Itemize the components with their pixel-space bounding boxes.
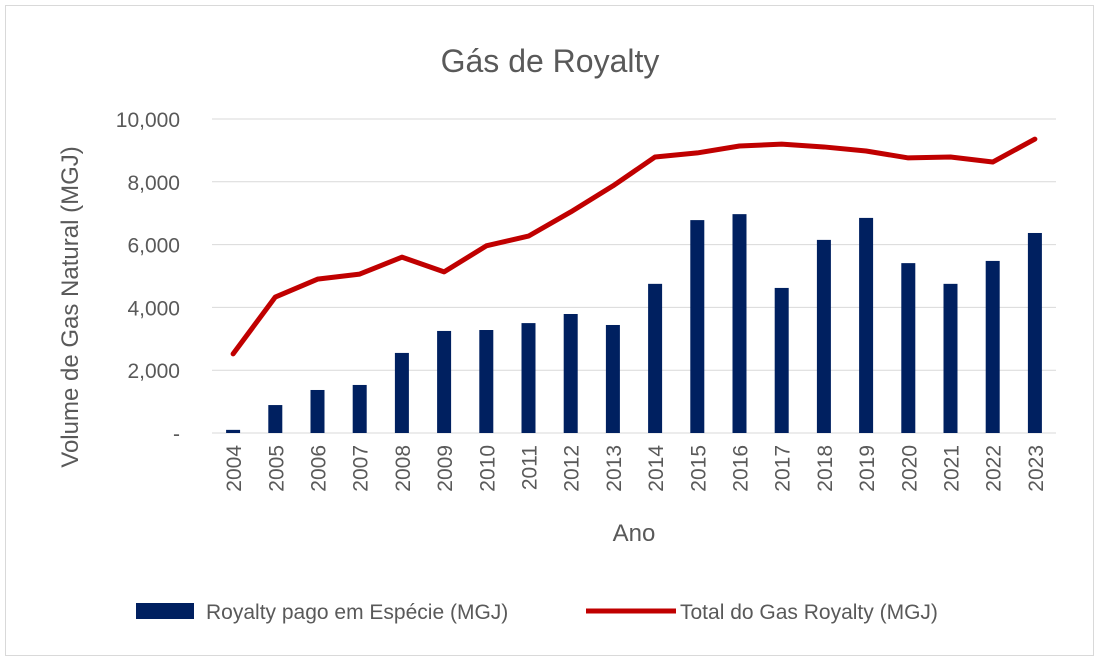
bar: [521, 323, 536, 433]
bar: [859, 217, 874, 433]
x-tick-label: 2010: [476, 445, 499, 492]
bar: [226, 429, 241, 433]
bar: [268, 405, 283, 433]
y-tick-label: 10,000: [116, 109, 180, 132]
x-tick-label: 2007: [350, 445, 373, 492]
x-tick-label: 2023: [1025, 445, 1048, 492]
chart-frame: [5, 5, 1094, 656]
chart-title: Gás de Royalty: [441, 43, 660, 79]
x-tick-label: 2005: [265, 445, 288, 492]
legend-label-bar: Royalty pago em Espécie (MGJ): [206, 601, 508, 624]
y-tick-label: 4,000: [127, 297, 180, 320]
x-tick-label: 2020: [898, 445, 921, 492]
bar: [479, 330, 494, 433]
bar: [394, 352, 409, 433]
y-tick-label: 2,000: [127, 360, 180, 383]
x-tick-label: 2004: [223, 445, 246, 492]
bar: [563, 313, 578, 433]
x-tick-label: 2019: [856, 445, 879, 492]
bar: [901, 263, 916, 433]
bar: [310, 389, 325, 433]
legend-swatch-bar: [136, 603, 194, 619]
bar: [690, 220, 705, 433]
x-axis-label: Ano: [613, 520, 656, 547]
x-tick-label: 2012: [561, 445, 584, 492]
bar: [648, 283, 663, 433]
y-tick-label: -: [173, 423, 180, 446]
bar: [352, 384, 367, 433]
x-tick-label: 2006: [308, 445, 331, 492]
bar: [816, 239, 831, 433]
legend-label-line: Total do Gas Royalty (MGJ): [680, 601, 938, 624]
x-tick-label: 2009: [434, 445, 457, 492]
x-tick-label: 2015: [687, 445, 710, 492]
x-tick-label: 2011: [519, 445, 542, 490]
x-tick-label: 2013: [603, 445, 626, 492]
y-tick-label: 6,000: [127, 235, 180, 258]
x-tick-label: 2017: [772, 445, 795, 492]
bar: [605, 324, 620, 433]
bar: [943, 283, 958, 433]
x-tick-label: 2008: [392, 445, 415, 492]
bar: [437, 330, 452, 433]
bar: [985, 260, 1000, 433]
bar: [732, 214, 747, 433]
x-tick-label: 2018: [814, 445, 837, 492]
y-axis-label: Volume de Gas Natural (MGJ): [57, 146, 84, 467]
y-tick-label: 8,000: [127, 172, 180, 195]
bar: [774, 287, 789, 433]
x-tick-label: 2021: [941, 445, 964, 492]
total-line: [230, 136, 1038, 357]
bar: [1027, 232, 1042, 433]
x-tick-label: 2022: [983, 445, 1006, 492]
x-tick-label: 2014: [645, 445, 668, 492]
x-tick-label: 2016: [730, 445, 753, 492]
